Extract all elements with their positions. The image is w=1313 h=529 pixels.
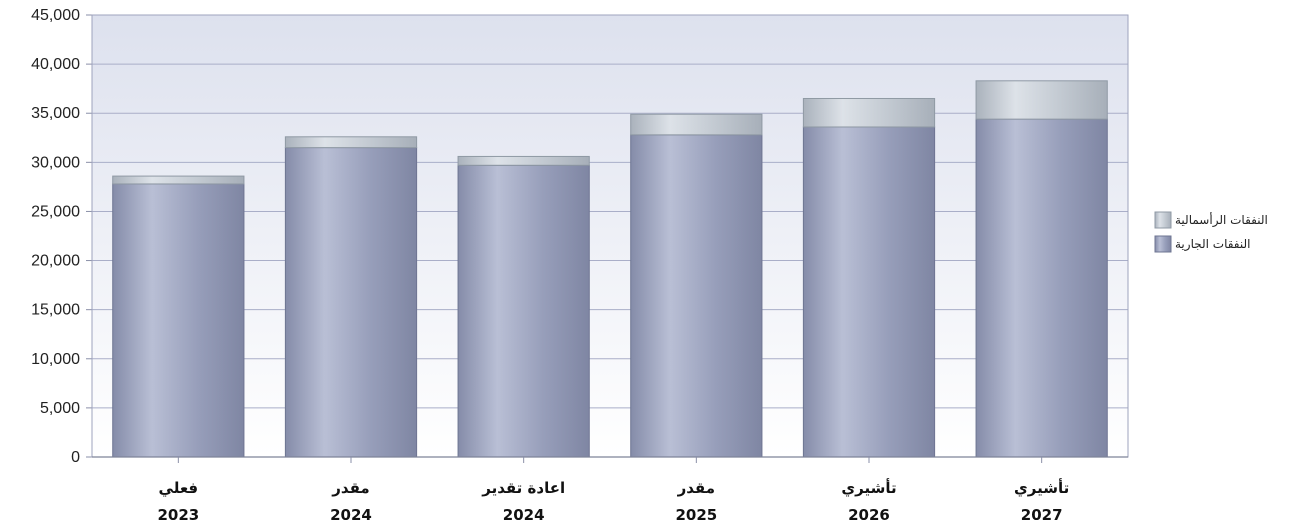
- x-category-year: 2024: [330, 506, 372, 524]
- legend-label: النفقات الجارية: [1175, 237, 1250, 252]
- y-tick-label: 40,000: [31, 56, 80, 73]
- x-category-label: مقدر: [677, 479, 715, 497]
- x-category-label: مقدر: [331, 479, 369, 497]
- bar-capital-expenditure: [975, 80, 1108, 120]
- y-tick-label: 10,000: [31, 351, 80, 368]
- x-category-label: اعادة تقدير: [481, 479, 565, 497]
- bar-capital-expenditure: [630, 113, 763, 136]
- y-tick-label: 15,000: [31, 302, 80, 319]
- bar-current-expenditure: [457, 164, 590, 458]
- y-tick-label: 20,000: [31, 253, 80, 270]
- legend-swatch: [1154, 211, 1172, 229]
- x-category-label: تأشيري: [1014, 478, 1069, 498]
- bar-current-expenditure: [630, 134, 763, 458]
- legend-label: النفقات الرأسمالية: [1175, 212, 1268, 228]
- x-category-year: 2024: [503, 506, 545, 524]
- x-category-year: 2027: [1021, 506, 1063, 524]
- y-tick-label: 0: [71, 449, 80, 466]
- x-category-label: فعلي: [159, 479, 199, 497]
- y-tick-label: 30,000: [31, 154, 80, 171]
- bar-capital-expenditure: [802, 97, 936, 128]
- bar-current-expenditure: [802, 126, 936, 458]
- bar-current-expenditure: [975, 118, 1108, 458]
- x-category-year: 2025: [675, 506, 717, 524]
- x-category-year: 2023: [157, 506, 199, 524]
- bar-current-expenditure: [284, 147, 418, 458]
- bar-capital-expenditure: [112, 175, 245, 185]
- bar-capital-expenditure: [457, 155, 590, 166]
- bar-current-expenditure: [112, 183, 245, 458]
- legend-swatch: [1154, 235, 1172, 253]
- y-tick-label: 35,000: [31, 105, 80, 122]
- y-tick-label: 45,000: [31, 7, 80, 24]
- plot-area: [92, 15, 1128, 457]
- y-tick-label: 25,000: [31, 203, 80, 220]
- y-tick-label: 5,000: [40, 400, 80, 417]
- x-category-label: تأشيري: [841, 478, 896, 498]
- x-category-year: 2026: [848, 506, 890, 524]
- bar-capital-expenditure: [284, 136, 418, 149]
